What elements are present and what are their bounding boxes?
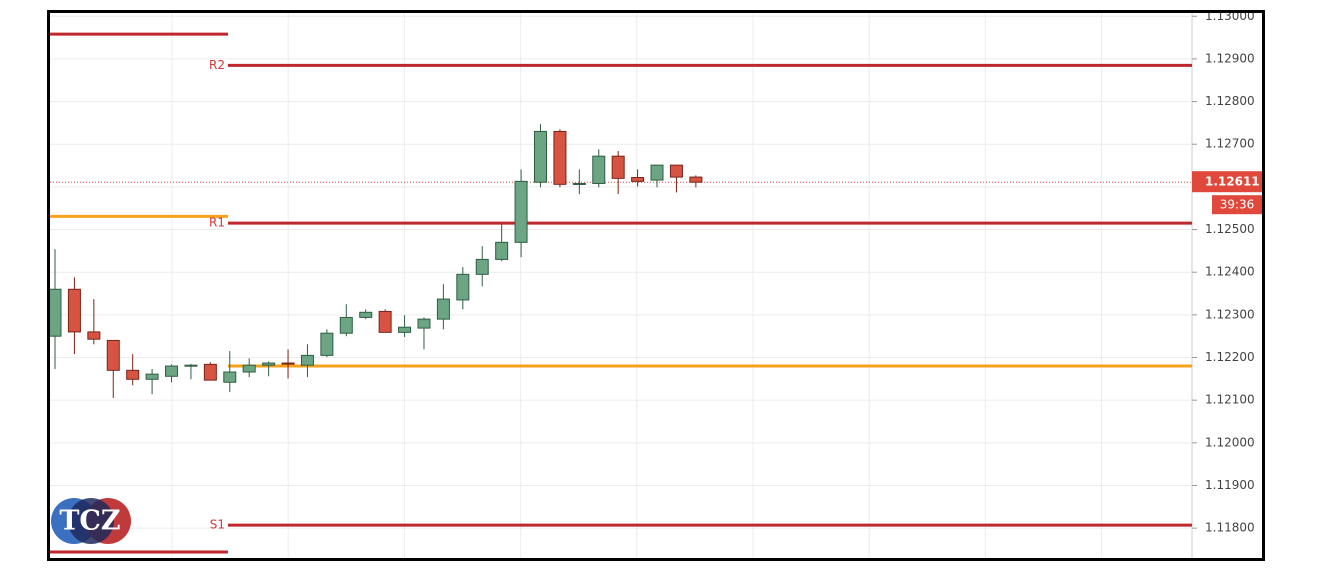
candle-body	[592, 155, 606, 184]
price-tag	[1192, 171, 1262, 193]
logo: TCZ	[51, 498, 131, 544]
candle-body	[339, 316, 353, 334]
y-tick-label: 1.12000	[1205, 435, 1255, 449]
price-tag-label: 1.12611	[1205, 175, 1260, 189]
y-tick-label: 1.12700	[1205, 137, 1255, 151]
candle-body	[87, 331, 101, 340]
candle-body	[534, 130, 547, 183]
candle-body	[165, 365, 179, 377]
candle-body	[611, 155, 625, 179]
plot: R2 R1 S1 1.12611 39:36	[48, 32, 1262, 554]
y-tick-label: 1.11900	[1205, 478, 1255, 492]
candle-body	[398, 326, 412, 333]
level-label: R1	[209, 216, 225, 230]
level-label: S1	[210, 518, 225, 532]
y-tick-label: 1.11800	[1205, 521, 1255, 535]
y-tick-label: 1.12200	[1205, 350, 1255, 364]
candle-body	[126, 369, 140, 380]
level-label: R2	[209, 58, 225, 72]
countdown: 39:36	[1220, 198, 1255, 212]
y-tick-label: 1.12900	[1205, 51, 1255, 65]
candle-body	[436, 298, 450, 320]
y-tick-label: 1.12400	[1205, 265, 1255, 279]
candle-body	[300, 354, 314, 366]
candle-body	[184, 364, 198, 367]
candle-body	[669, 164, 683, 178]
countdown-box	[1212, 195, 1262, 215]
candle-body	[475, 258, 489, 275]
candle-body	[67, 288, 81, 333]
candle-body	[145, 373, 159, 380]
candle-body	[650, 164, 664, 181]
candle-body	[631, 177, 645, 182]
candle-body	[495, 241, 509, 260]
candle-body	[378, 310, 392, 333]
candle-body	[203, 363, 217, 381]
candle-body	[417, 318, 431, 329]
candle-body	[320, 332, 334, 356]
candle-body	[262, 362, 276, 366]
y-tick-label: 1.12500	[1205, 222, 1255, 236]
candle-body	[514, 180, 528, 243]
candle-body	[223, 371, 237, 383]
logo-circle	[68, 498, 114, 544]
candle-body	[106, 339, 120, 371]
candle-body	[359, 311, 373, 318]
candle-body	[242, 364, 256, 373]
y-tick-label: 1.12100	[1205, 393, 1255, 407]
candle-body	[572, 182, 586, 185]
candle-body	[689, 176, 703, 183]
y-tick-label: 1.12300	[1205, 307, 1255, 321]
frame	[47, 10, 1265, 561]
candle-body	[553, 130, 567, 185]
candle-body	[281, 362, 295, 365]
y-tick-label: 1.12800	[1205, 94, 1255, 108]
logo-text: TCZ	[59, 506, 120, 537]
candle-body	[48, 288, 62, 337]
candle-body	[456, 273, 470, 301]
